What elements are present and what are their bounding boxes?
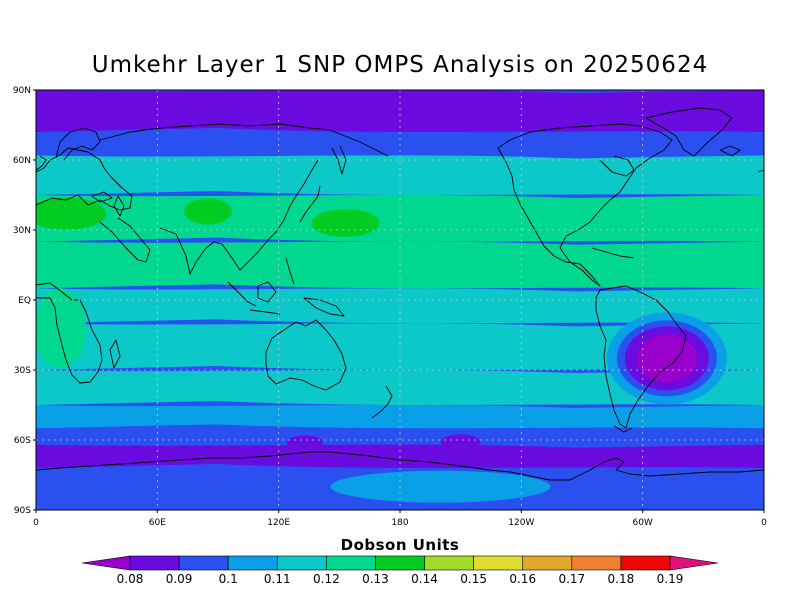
lon-tick-label: 0 bbox=[761, 518, 767, 528]
coastline-madagascar bbox=[109, 339, 121, 369]
contour-band bbox=[36, 132, 764, 156]
colorbar-label: 0.09 bbox=[166, 572, 193, 586]
lat-tick-label: 60N bbox=[13, 156, 31, 166]
plot-area bbox=[36, 90, 764, 510]
contour-band bbox=[36, 428, 764, 445]
colorbar-label: 0.11 bbox=[264, 572, 291, 586]
latitude-axis: 90N 60N 30N EQ 30S 60S 90S bbox=[13, 86, 36, 516]
colorbar: 0.08 0.09 0.1 0.11 0.12 0.13 0.14 0.15 0.16 0.17 0… bbox=[81, 555, 719, 586]
colorbar-title: Dobson Units bbox=[340, 536, 460, 554]
lat-tick-label: 30N bbox=[13, 226, 31, 236]
coastline-antarctica bbox=[36, 451, 764, 481]
lon-tick-label: 180 bbox=[391, 518, 408, 528]
colorbar-label: 0.12 bbox=[313, 572, 340, 586]
coastline-kamchatka bbox=[331, 145, 347, 175]
colorbar-label: 0.17 bbox=[558, 572, 585, 586]
colorbar-swatch bbox=[326, 555, 376, 571]
coastline-sumatra bbox=[227, 281, 257, 307]
colorbar-label: 0.18 bbox=[608, 572, 635, 586]
colorbar-label: 0.14 bbox=[411, 572, 438, 586]
coastline-scandinavia bbox=[55, 127, 101, 161]
lat-tick-label: 90N bbox=[13, 86, 31, 96]
contour-feature bbox=[183, 198, 232, 225]
coastline-japan bbox=[299, 185, 321, 223]
contour-feature bbox=[440, 434, 481, 451]
coastline-caribbean bbox=[591, 247, 635, 259]
contour-band bbox=[36, 323, 764, 370]
contour-band bbox=[36, 405, 764, 429]
colorbar-swatch bbox=[620, 555, 671, 571]
contour-band bbox=[36, 288, 764, 324]
colorbar-swatch bbox=[424, 555, 474, 571]
coastline-tierra-del-fuego bbox=[613, 425, 633, 433]
coastline-north-asia bbox=[99, 123, 389, 157]
coastline-australia bbox=[265, 319, 347, 391]
coastline-black-sea bbox=[91, 191, 113, 203]
colorbar-label: 0.19 bbox=[657, 572, 684, 586]
colorbar-swatch bbox=[522, 555, 573, 571]
grid-lines bbox=[36, 90, 764, 510]
contour-features bbox=[36, 197, 727, 503]
lat-tick-label: 30S bbox=[14, 366, 31, 376]
colorbar-swatch bbox=[571, 555, 622, 571]
map-title: Umkehr Layer 1 SNP OMPS Analysis on 2025… bbox=[91, 52, 709, 78]
colorbar-swatch bbox=[276, 555, 327, 571]
coastline-india bbox=[159, 227, 223, 275]
coastline-caspian bbox=[113, 195, 125, 217]
contour-feature bbox=[36, 197, 107, 230]
coastline-british-isles bbox=[36, 155, 764, 173]
colorbar-swatch bbox=[375, 555, 425, 571]
colorbar-label: 0.15 bbox=[460, 572, 487, 586]
coastline-borneo bbox=[257, 281, 277, 303]
colorbar-extend-high bbox=[669, 555, 719, 571]
contour-band bbox=[36, 90, 764, 132]
colorbar-label: 0.13 bbox=[362, 572, 389, 586]
contour-feature bbox=[330, 470, 551, 503]
contour-band bbox=[36, 370, 764, 405]
colorbar-swatch bbox=[473, 555, 524, 571]
lat-tick-label: EQ bbox=[18, 296, 31, 306]
colorbar-swatch bbox=[178, 555, 229, 571]
lon-tick-label: 0 bbox=[33, 518, 39, 528]
colorbar-label: 0.1 bbox=[219, 572, 238, 586]
lon-tick-label: 120E bbox=[267, 518, 290, 528]
coastline-east-asia bbox=[221, 159, 319, 271]
coastline-philippines bbox=[285, 257, 295, 285]
coastline-new-zealand bbox=[371, 385, 393, 419]
coastline-europe bbox=[36, 147, 133, 211]
longitude-axis: 0 60E 120E 180 120W 60W 0 bbox=[33, 510, 767, 528]
colorbar-extend-low bbox=[81, 555, 131, 571]
contour-feature bbox=[636, 334, 697, 383]
coastline-hudson-bay bbox=[599, 155, 635, 177]
lon-tick-label: 60W bbox=[632, 518, 652, 528]
contour-feature bbox=[36, 288, 87, 368]
contour-feature bbox=[311, 209, 380, 237]
colorbar-swatch bbox=[227, 555, 278, 571]
lat-tick-label: 90S bbox=[14, 506, 31, 516]
colorbar-label: 0.08 bbox=[117, 572, 144, 586]
lat-tick-label: 60S bbox=[14, 436, 31, 446]
coastline-iceland bbox=[719, 145, 741, 157]
contour-feature bbox=[286, 435, 323, 450]
colorbar-swatch bbox=[129, 555, 180, 571]
coastline-java bbox=[249, 309, 281, 315]
colorbar-label: 0.16 bbox=[509, 572, 536, 586]
lon-tick-label: 60E bbox=[149, 518, 166, 528]
lon-tick-label: 120W bbox=[508, 518, 534, 528]
coastline-greenland bbox=[645, 107, 733, 157]
